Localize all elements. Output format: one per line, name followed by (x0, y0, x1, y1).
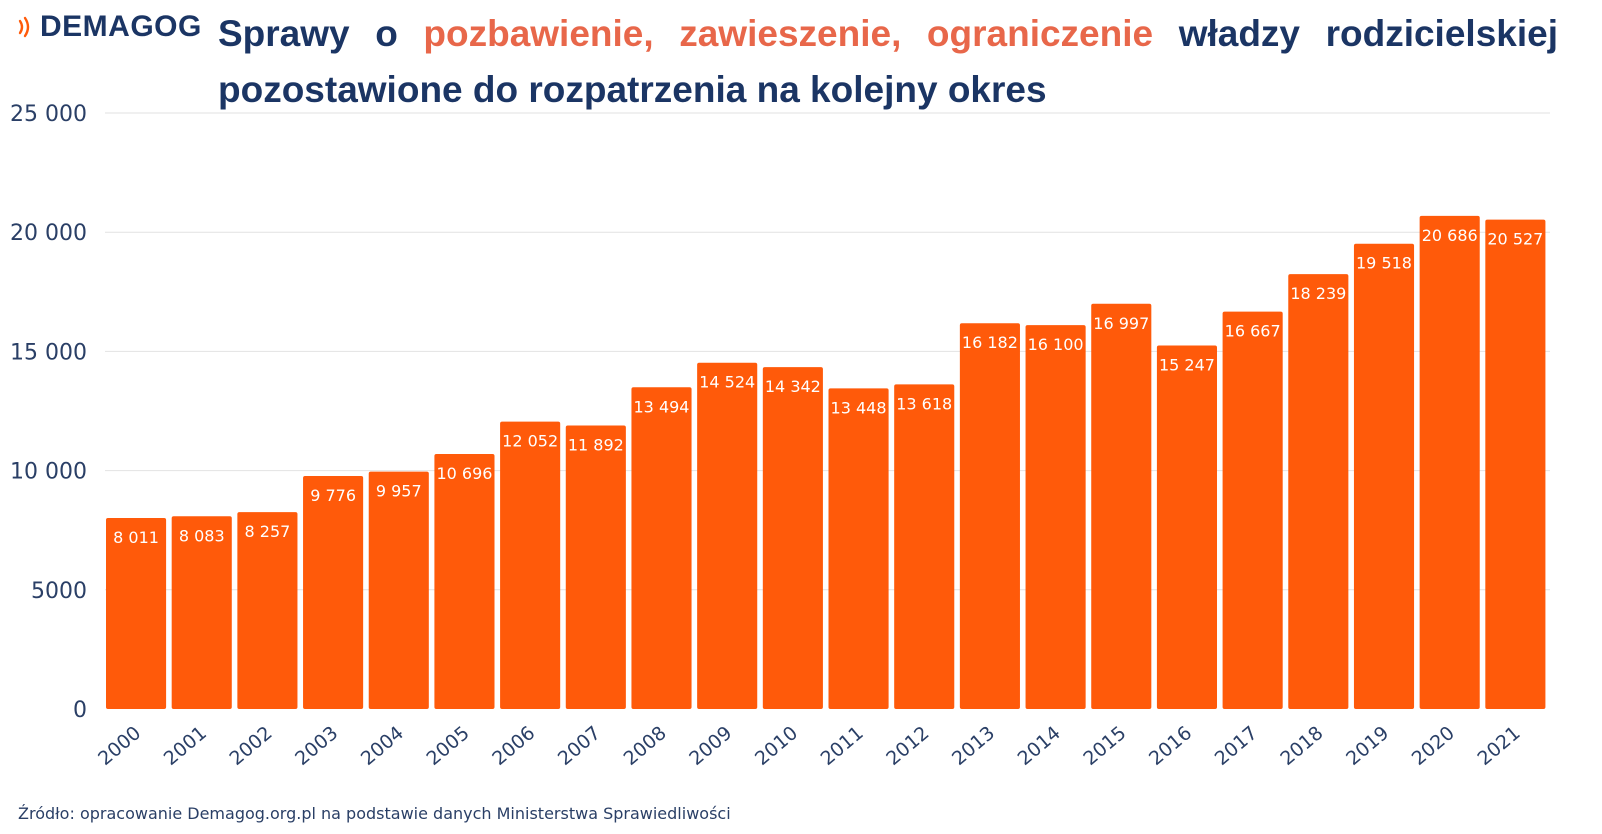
data-label: 13 494 (634, 397, 690, 416)
bar-2003 (303, 475, 364, 709)
data-label: 16 100 (1028, 335, 1084, 354)
x-tick-label: 2020 (1408, 722, 1459, 770)
data-label: 12 052 (502, 432, 558, 451)
bar-2005 (434, 454, 495, 709)
data-label: 8 011 (113, 528, 159, 547)
x-axis: 2000 2001 2002 2003 2004 2005 2006 2007 2008 2009… (94, 722, 1525, 770)
bar-2015 (1091, 303, 1152, 709)
x-tick-label: 2017 (1211, 722, 1262, 770)
data-label: 8 083 (179, 526, 225, 545)
data-label: 8 257 (245, 522, 291, 541)
data-label: 14 524 (699, 373, 755, 392)
y-tick-label: 5000 (31, 579, 87, 604)
bar-2000 (106, 518, 167, 709)
x-tick-label: 2016 (1145, 722, 1196, 770)
title-highlight: ograniczenie (926, 13, 1154, 54)
x-tick-label: 2005 (422, 722, 473, 770)
data-labels: 8 011 8 083 8 257 9 776 9 957 10 696 12 052 11 … (113, 226, 1543, 547)
bar-2021 (1485, 219, 1546, 709)
bar-2004 (368, 471, 429, 709)
bar-2006 (500, 421, 561, 709)
title-highlight: pozbawienie, (423, 13, 654, 54)
bar-2019 (1353, 243, 1415, 709)
y-axis: 0 5000 10 000 15 000 20 000 25 000 (10, 102, 87, 723)
bar-2013 (959, 323, 1020, 709)
bar-2001 (171, 516, 232, 709)
y-tick-label: 0 (73, 698, 87, 723)
data-label: 9 957 (376, 482, 422, 501)
y-tick-label: 20 000 (10, 221, 87, 246)
brand-name: DEMAGOG (40, 10, 202, 43)
data-label: 20 686 (1422, 226, 1478, 245)
title-highlight: zawieszenie, (679, 13, 902, 54)
source-note: Źródło: opracowanie Demagog.org.pl na po… (18, 804, 731, 823)
x-tick-label: 2010 (751, 722, 802, 770)
data-label: 16 182 (962, 333, 1018, 352)
data-label: 16 997 (1093, 314, 1149, 333)
data-label: 15 247 (1159, 356, 1215, 375)
x-tick-label: 2006 (488, 722, 539, 770)
x-tick-label: 2003 (291, 722, 342, 770)
bar-2007 (565, 425, 626, 709)
y-tick-label: 15 000 (10, 340, 87, 365)
x-tick-label: 2013 (948, 722, 999, 770)
x-tick-label: 2009 (685, 722, 736, 770)
x-tick-label: 2007 (554, 722, 605, 770)
bar-2008 (631, 387, 692, 709)
x-tick-label: 2011 (817, 722, 868, 770)
x-tick-label: 2012 (882, 722, 933, 770)
x-tick-label: 2018 (1276, 722, 1327, 770)
data-label: 14 342 (765, 377, 821, 396)
brand-logo: DEMAGOG (18, 10, 202, 44)
chart-title-line1: Sprawy o pozbawienie, zawieszenie, ogran… (218, 6, 1558, 62)
bars (106, 215, 1546, 709)
data-label: 19 518 (1356, 254, 1412, 273)
data-label: 13 448 (831, 398, 887, 417)
x-tick-label: 2014 (1014, 722, 1065, 770)
data-label: 9 776 (310, 486, 356, 505)
data-label: 20 527 (1487, 230, 1543, 249)
title-word: o (375, 13, 398, 54)
data-label: 16 667 (1225, 322, 1281, 341)
bar-2002 (237, 512, 298, 709)
bar-2010 (762, 367, 823, 709)
title-word: władzy (1178, 13, 1301, 54)
x-tick-label: 2008 (620, 722, 671, 770)
bar-2012 (894, 384, 955, 709)
data-label: 13 618 (896, 394, 952, 413)
x-tick-label: 2004 (357, 722, 408, 770)
x-tick-label: 2021 (1473, 722, 1524, 770)
title-word: Sprawy (218, 13, 350, 54)
bar-2017 (1222, 311, 1283, 709)
x-tick-label: 2001 (160, 722, 211, 770)
bar-2011 (828, 388, 889, 709)
title-word: rodzicielskiej (1325, 13, 1558, 54)
bar-2009 (697, 362, 758, 709)
bar-2014 (1025, 325, 1086, 709)
bar-2020 (1419, 215, 1480, 709)
chart-title: Sprawy o pozbawienie, zawieszenie, ogran… (218, 6, 1558, 118)
chart-title-line2: pozostawione do rozpatrzenia na kolejny … (218, 69, 1047, 110)
x-tick-label: 2019 (1342, 722, 1393, 770)
signal-waves-icon (18, 16, 30, 38)
x-tick-label: 2002 (225, 722, 276, 770)
bar-2018 (1288, 274, 1349, 709)
y-tick-label: 10 000 (10, 460, 87, 485)
data-label: 10 696 (436, 464, 492, 483)
data-label: 18 239 (1290, 284, 1346, 303)
data-label: 11 892 (568, 435, 624, 454)
y-tick-label: 25 000 (10, 102, 87, 127)
bar-2016 (1156, 345, 1218, 709)
x-tick-label: 2000 (94, 722, 145, 770)
x-tick-label: 2015 (1079, 722, 1130, 770)
